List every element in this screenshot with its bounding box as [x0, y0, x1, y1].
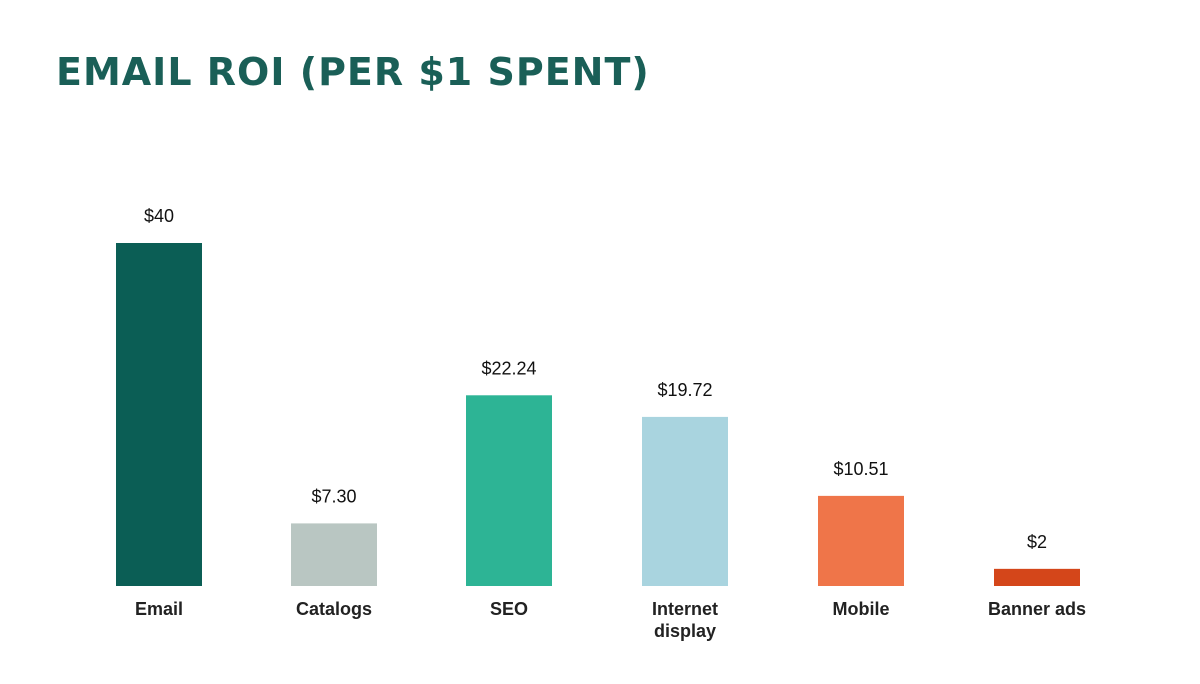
value-label-3: $19.72 — [657, 380, 712, 400]
value-label-4: $10.51 — [833, 459, 888, 479]
chart-title: EMAIL ROI (PER $1 SPENT) — [56, 50, 650, 94]
value-labels-group: $40 $7.30 $22.24 $19.72 $10.51 $2 — [144, 206, 1047, 552]
category-label-2: SEO — [490, 599, 528, 619]
bar-5 — [994, 568, 1080, 586]
bar-2 — [466, 395, 552, 586]
bar-3 — [642, 416, 728, 586]
bars-group — [116, 243, 1080, 586]
category-label-0: Email — [135, 599, 183, 619]
category-label-4: Mobile — [833, 599, 890, 619]
value-label-1: $7.30 — [311, 486, 356, 506]
value-label-2: $22.24 — [481, 358, 536, 378]
category-label-5: Banner ads — [988, 599, 1086, 619]
value-label-0: $40 — [144, 206, 174, 226]
category-label-1: Catalogs — [296, 599, 372, 619]
bar-0 — [116, 243, 202, 586]
category-labels-group: Email Catalogs SEO Internet display Mobile Ban… — [135, 599, 1086, 641]
bar-1 — [291, 523, 377, 586]
category-label-3: Internet display — [652, 599, 718, 641]
value-label-5: $2 — [1027, 532, 1047, 552]
bar-4 — [818, 495, 904, 586]
